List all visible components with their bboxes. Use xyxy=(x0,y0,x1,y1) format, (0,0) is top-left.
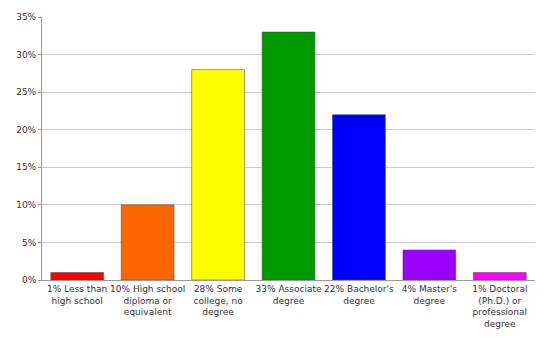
svg-text:10%: 10% xyxy=(16,200,36,210)
svg-text:22% Bachelor'sdegree: 22% Bachelor'sdegree xyxy=(324,284,394,306)
svg-text:10% High schooldiploma orequiv: 10% High schooldiploma orequivalent xyxy=(110,284,185,317)
svg-text:35%: 35% xyxy=(16,12,36,22)
svg-text:15%: 15% xyxy=(16,162,36,172)
svg-text:25%: 25% xyxy=(16,87,36,97)
svg-text:28% Somecollege, nodegree: 28% Somecollege, nodegree xyxy=(193,284,243,317)
svg-text:33% Associatedegree: 33% Associatedegree xyxy=(256,284,322,306)
svg-text:4% Master'sdegree: 4% Master'sdegree xyxy=(402,284,457,306)
svg-text:5%: 5% xyxy=(22,238,37,248)
svg-text:1% Doctoral(Ph.D.) orprofessio: 1% Doctoral(Ph.D.) orprofessionaldegree xyxy=(472,284,527,329)
svg-text:20%: 20% xyxy=(16,125,36,135)
svg-text:0%: 0% xyxy=(22,275,37,285)
svg-text:30%: 30% xyxy=(16,50,36,60)
svg-text:1% Less thanhigh school: 1% Less thanhigh school xyxy=(47,284,107,306)
